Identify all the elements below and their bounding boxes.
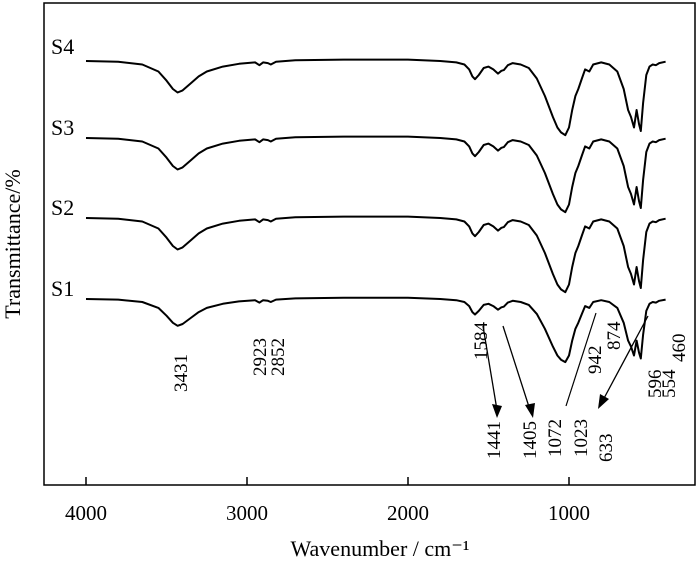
peak-label-1023: 1023: [571, 419, 592, 457]
series-line-s1: [85, 296, 666, 364]
peak-label-1072: 1072: [545, 419, 566, 457]
annotation-arrow-633: [598, 315, 649, 409]
peak-label-460: 460: [669, 334, 690, 363]
x-axis-ticks: [85, 477, 570, 485]
peak-label-874: 874: [604, 321, 625, 350]
series-line-s3: [85, 135, 666, 214]
peak-label-2852: 2852: [268, 338, 289, 376]
series-line-s4: [85, 58, 666, 137]
peak-label-633: 633: [596, 434, 617, 463]
series-label-s4: S4: [51, 34, 74, 59]
series-lines: [85, 58, 666, 364]
peak-label-1405: 1405: [520, 421, 541, 459]
peak-label-1584: 1584: [471, 322, 492, 361]
series-label-s3: S3: [51, 115, 74, 140]
x-tick-label-4000: 4000: [65, 501, 107, 525]
annotation-arrow-1405: [502, 325, 535, 418]
y-axis-title: Transmittance/%: [0, 169, 25, 319]
annotation-leader-1023: [565, 312, 597, 407]
peak-label-554: 554: [659, 369, 680, 398]
series-line-s2: [85, 215, 666, 294]
peak-label-1441: 1441: [484, 421, 505, 459]
peak-label-596: 596: [645, 370, 666, 399]
series-label-s1: S1: [51, 276, 74, 301]
plot-frame: [43, 2, 696, 486]
peak-label-3431: 3431: [171, 354, 192, 392]
peak-label-2923: 2923: [250, 338, 271, 376]
x-tick-label-1000: 1000: [548, 501, 590, 525]
peak-label-942: 942: [585, 346, 606, 375]
x-tick-label-3000: 3000: [226, 501, 268, 525]
x-tick-label-2000: 2000: [387, 501, 429, 525]
annotation-arrow-1441: [482, 325, 502, 418]
x-axis-title: Wavenumber / cm⁻¹: [291, 536, 470, 561]
series-label-s2: S2: [51, 195, 74, 220]
